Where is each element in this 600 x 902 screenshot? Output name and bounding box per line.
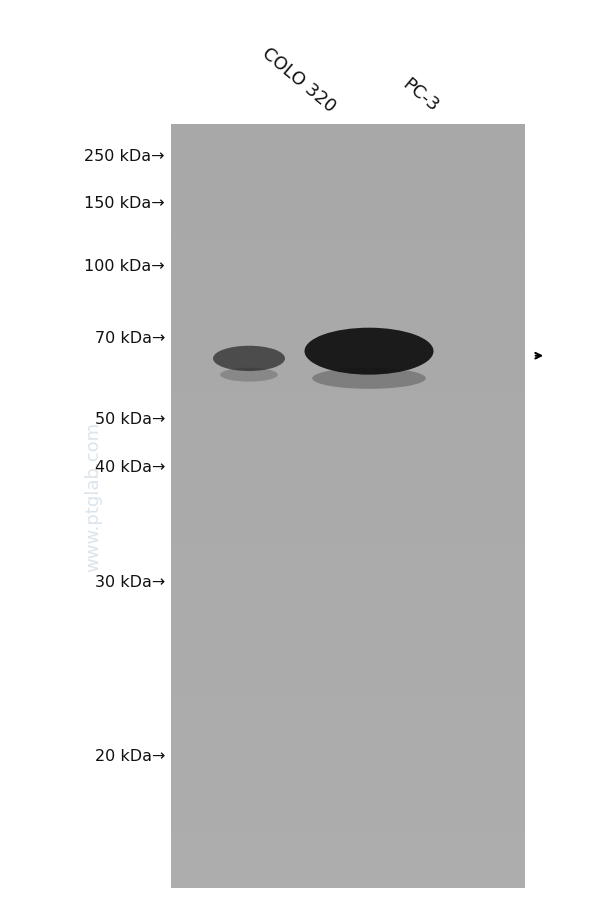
Text: 40 kDa→: 40 kDa→ bbox=[95, 460, 165, 474]
Ellipse shape bbox=[220, 368, 278, 382]
Bar bbox=[171, 774, 525, 793]
Ellipse shape bbox=[213, 346, 285, 372]
Bar bbox=[171, 621, 525, 640]
Bar bbox=[171, 716, 525, 736]
Bar bbox=[171, 143, 525, 162]
Bar bbox=[171, 239, 525, 258]
Bar bbox=[171, 793, 525, 812]
Text: 30 kDa→: 30 kDa→ bbox=[95, 575, 165, 589]
Bar bbox=[171, 201, 525, 220]
Bar bbox=[171, 697, 525, 716]
Bar bbox=[171, 335, 525, 354]
Text: 150 kDa→: 150 kDa→ bbox=[85, 196, 165, 210]
Bar bbox=[171, 182, 525, 201]
Ellipse shape bbox=[305, 328, 433, 375]
Bar bbox=[171, 602, 525, 621]
Bar bbox=[171, 297, 525, 316]
Bar bbox=[171, 678, 525, 697]
Bar bbox=[171, 640, 525, 659]
Text: 50 kDa→: 50 kDa→ bbox=[95, 412, 165, 427]
Ellipse shape bbox=[312, 368, 426, 390]
Bar bbox=[171, 449, 525, 468]
Bar bbox=[171, 124, 525, 143]
Bar bbox=[171, 354, 525, 373]
Bar bbox=[171, 487, 525, 507]
Text: 100 kDa→: 100 kDa→ bbox=[85, 259, 165, 273]
Bar bbox=[171, 583, 525, 602]
Bar bbox=[171, 373, 525, 391]
Bar bbox=[171, 124, 525, 888]
Bar bbox=[171, 545, 525, 564]
Bar bbox=[171, 659, 525, 678]
Bar bbox=[171, 507, 525, 526]
Bar bbox=[171, 812, 525, 831]
Bar bbox=[171, 736, 525, 755]
Bar bbox=[171, 162, 525, 182]
Bar bbox=[171, 526, 525, 545]
Text: www.ptglab.com: www.ptglab.com bbox=[84, 421, 102, 571]
Text: 20 kDa→: 20 kDa→ bbox=[95, 749, 165, 763]
Bar bbox=[171, 468, 525, 487]
Bar bbox=[171, 316, 525, 335]
Bar bbox=[171, 258, 525, 277]
Bar bbox=[171, 755, 525, 774]
Text: PC-3: PC-3 bbox=[399, 75, 442, 115]
Bar bbox=[171, 411, 525, 430]
Bar bbox=[171, 851, 525, 870]
Bar bbox=[171, 831, 525, 851]
Bar bbox=[171, 564, 525, 583]
Text: 250 kDa→: 250 kDa→ bbox=[85, 149, 165, 163]
Text: COLO 320: COLO 320 bbox=[258, 44, 338, 115]
Bar bbox=[171, 391, 525, 411]
Bar bbox=[171, 277, 525, 297]
Bar bbox=[171, 430, 525, 449]
Text: 70 kDa→: 70 kDa→ bbox=[95, 331, 165, 345]
Bar bbox=[171, 220, 525, 239]
Bar bbox=[171, 870, 525, 888]
